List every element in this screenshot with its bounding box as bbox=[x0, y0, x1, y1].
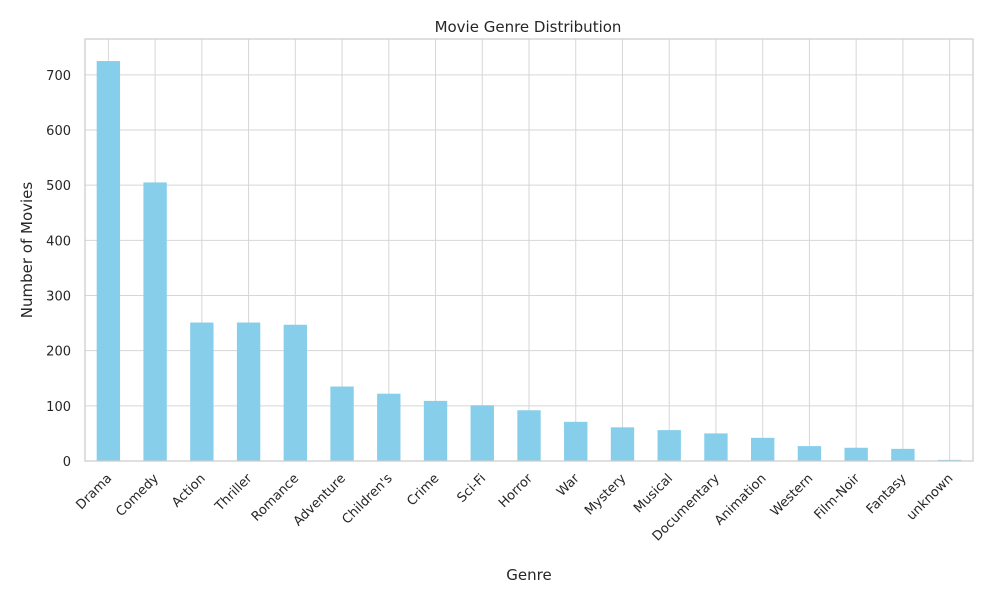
y-tick-label: 200 bbox=[46, 345, 71, 360]
bar-mystery bbox=[610, 427, 635, 461]
bar-action bbox=[190, 322, 214, 461]
bar-fantasy bbox=[891, 448, 915, 461]
bars bbox=[96, 61, 962, 461]
bar-comedy bbox=[143, 182, 167, 461]
x-tick-label: Action bbox=[169, 471, 208, 510]
x-tick-label: Western bbox=[768, 471, 816, 519]
bar-horror bbox=[517, 410, 541, 461]
x-tick-label: unknown bbox=[904, 471, 956, 523]
x-tick-label: Sci-Fi bbox=[455, 471, 490, 506]
y-axis-label: Number of Movies bbox=[18, 182, 36, 319]
y-tick-labels: 0 100 200 300 400 500 600 700 bbox=[46, 69, 71, 470]
y-tick-label: 0 bbox=[63, 455, 71, 470]
bar-adventure bbox=[330, 386, 354, 461]
x-tick-label: Children's bbox=[339, 471, 395, 527]
y-tick-label: 500 bbox=[46, 179, 71, 194]
bar-film-noir bbox=[844, 447, 868, 461]
bar-war bbox=[564, 421, 588, 461]
bar-sci-fi bbox=[470, 405, 494, 461]
bar-western bbox=[797, 446, 822, 461]
x-tick-label: Musical bbox=[631, 471, 676, 516]
x-tick-label: War bbox=[554, 471, 583, 500]
x-tick-label: Mystery bbox=[582, 471, 629, 518]
y-tick-label: 600 bbox=[46, 124, 71, 139]
x-tick-label: Crime bbox=[404, 471, 442, 509]
bar-children-s bbox=[377, 393, 401, 461]
x-tick-label: Comedy bbox=[113, 471, 162, 520]
y-tick-label: 100 bbox=[46, 400, 71, 415]
grid-lines bbox=[85, 39, 973, 462]
bar-animation bbox=[751, 437, 775, 461]
x-tick-label: Fantasy bbox=[864, 471, 910, 517]
y-tick-label: 400 bbox=[46, 234, 71, 249]
bar-documentary bbox=[704, 433, 728, 461]
bar-drama bbox=[96, 61, 121, 461]
plot-frame bbox=[84, 38, 974, 462]
x-tick-label: Thriller bbox=[212, 471, 256, 515]
x-axis-label: Genre bbox=[506, 566, 551, 584]
y-tick-label: 300 bbox=[46, 290, 71, 305]
x-tick-label: Horror bbox=[496, 471, 536, 511]
bar-romance bbox=[283, 324, 307, 461]
bar-crime bbox=[423, 400, 448, 461]
bar-musical bbox=[657, 430, 681, 461]
bar-thriller bbox=[236, 322, 261, 461]
x-tick-label: Drama bbox=[74, 471, 116, 513]
x-tick-label: Film-Noir bbox=[812, 471, 864, 523]
y-tick-label: 700 bbox=[46, 69, 71, 84]
chart-title: Movie Genre Distribution bbox=[435, 18, 622, 36]
